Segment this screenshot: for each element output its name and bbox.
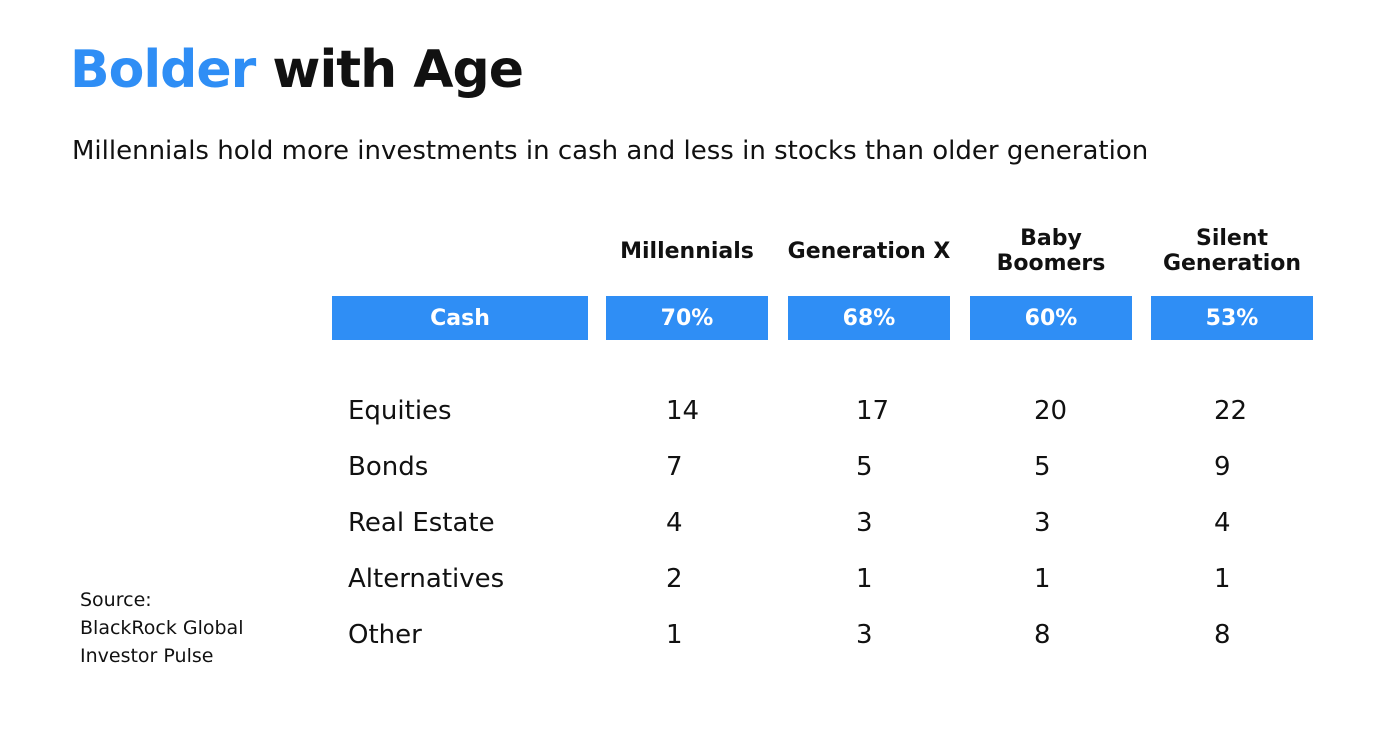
value-cell: 9 <box>1214 452 1231 482</box>
column-header-line: Millennials <box>620 238 754 264</box>
value-cell: 8 <box>1214 620 1231 650</box>
value-cell: 14 <box>666 396 700 426</box>
value-cell: 7 <box>666 452 683 482</box>
title-rest: with Age <box>255 40 524 100</box>
page-subtitle: Millennials hold more investments in cas… <box>72 136 1149 166</box>
cash-value-cell: 60% <box>970 296 1132 340</box>
row-label: Bonds <box>348 452 429 482</box>
row-label: Other <box>348 620 422 650</box>
page-title: Bolder with Age <box>70 40 524 100</box>
cash-value-cell: 68% <box>788 296 950 340</box>
row-label: Real Estate <box>348 508 495 538</box>
source-name-line1: BlackRock Global <box>80 617 244 639</box>
value-cell: 8 <box>1034 620 1051 650</box>
column-header-line: Baby <box>1020 226 1082 251</box>
source-note: Source: BlackRock Global Investor Pulse <box>80 586 243 670</box>
value-cell: 4 <box>666 508 683 538</box>
column-header-text: Generation X <box>788 239 951 264</box>
column-header: Generation X <box>779 222 959 280</box>
value-cell: 4 <box>1214 508 1231 538</box>
column-header-line: Generation X <box>787 238 951 264</box>
value-cell: 5 <box>856 452 873 482</box>
row-label: Alternatives <box>348 564 505 594</box>
source-name-line2: Investor Pulse <box>80 645 214 667</box>
cash-value-cell: 70% <box>606 296 768 340</box>
value-cell: 3 <box>856 508 873 538</box>
value-cell: 17 <box>856 396 890 426</box>
column-header-text: Silent Generation <box>1163 226 1301 276</box>
value-cell: 1 <box>1214 564 1231 594</box>
column-header-line: Silent <box>1195 226 1269 251</box>
column-header-line: Generation <box>1162 251 1302 276</box>
column-header-line: Boomers <box>996 251 1106 276</box>
source-label: Source: <box>80 589 152 611</box>
value-cell: 20 <box>1034 396 1068 426</box>
value-cell: 3 <box>1034 508 1051 538</box>
title-accent: Bolder <box>70 40 256 100</box>
column-header-text: Baby Boomers <box>997 226 1106 276</box>
value-cell: 1 <box>856 564 873 594</box>
row-label: Equities <box>348 396 452 426</box>
column-header: Millennials <box>597 222 777 280</box>
cash-row-label: Cash <box>332 296 588 340</box>
column-header: Baby Boomers <box>961 222 1141 280</box>
value-cell: 3 <box>856 620 873 650</box>
value-cell: 2 <box>666 564 683 594</box>
cash-value-cell: 53% <box>1151 296 1313 340</box>
value-cell: 1 <box>1034 564 1051 594</box>
value-cell: 5 <box>1034 452 1051 482</box>
value-cell: 22 <box>1214 396 1248 426</box>
column-header: Silent Generation <box>1142 222 1322 280</box>
value-cell: 1 <box>666 620 683 650</box>
column-header-text: Millennials <box>620 239 754 264</box>
